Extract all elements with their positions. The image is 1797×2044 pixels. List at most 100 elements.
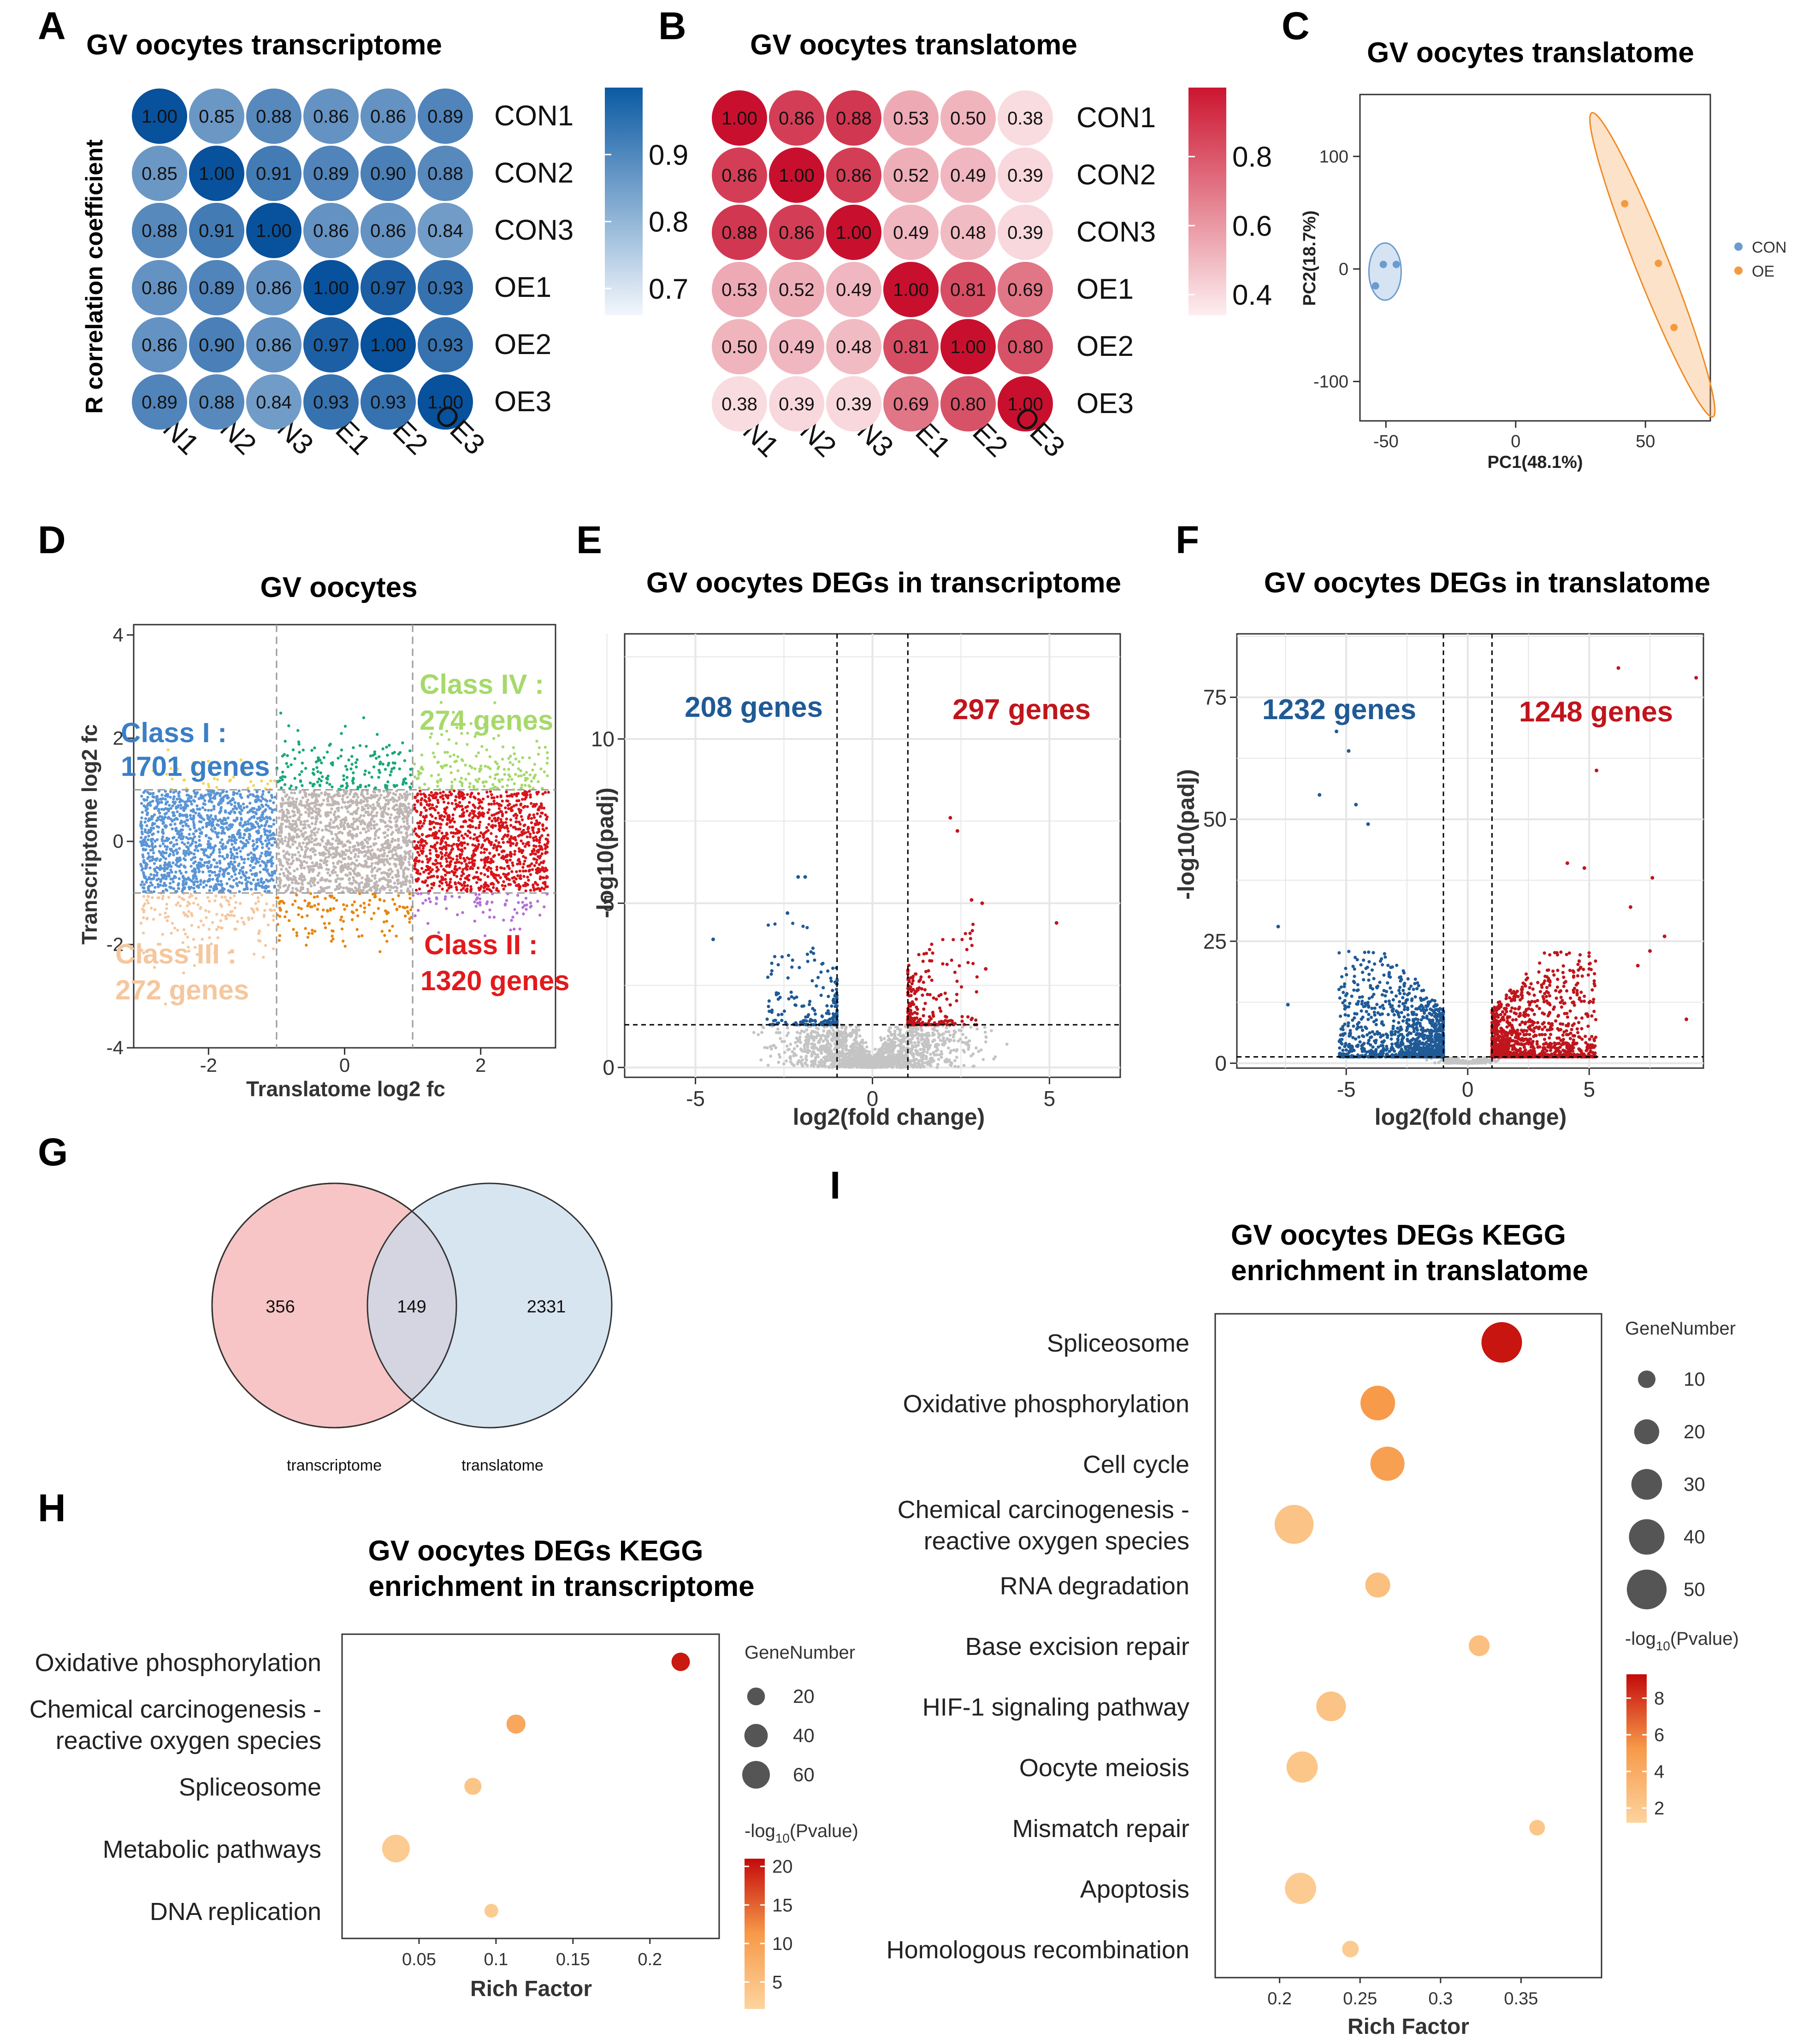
gene-point bbox=[405, 844, 408, 847]
gene-point bbox=[455, 827, 458, 831]
gene-point bbox=[164, 916, 167, 919]
gene-point bbox=[454, 798, 457, 802]
gene-point bbox=[371, 810, 374, 814]
gene-point bbox=[538, 746, 541, 750]
gene-point bbox=[538, 877, 542, 880]
gene-point bbox=[478, 777, 481, 780]
heatmap-cell-value: 0.48 bbox=[836, 337, 872, 357]
gene-point bbox=[391, 925, 394, 928]
heatmap-cell-value: 1.00 bbox=[313, 278, 349, 298]
gene-point bbox=[378, 827, 381, 831]
gene-point bbox=[301, 748, 305, 752]
gene-point bbox=[234, 868, 238, 871]
gene-point bbox=[349, 857, 353, 860]
gene-point bbox=[306, 865, 310, 868]
gene-point bbox=[197, 812, 201, 815]
gene-point bbox=[477, 843, 480, 846]
gene-point bbox=[156, 816, 160, 820]
gene-point bbox=[299, 823, 303, 826]
gene-point bbox=[375, 829, 378, 833]
gene-point bbox=[382, 849, 386, 852]
gene-point bbox=[311, 771, 315, 775]
gene-point bbox=[316, 908, 319, 911]
gene-point bbox=[368, 821, 372, 824]
gene-point bbox=[141, 867, 144, 870]
gene-point bbox=[473, 844, 477, 847]
heatmap-cell-value: 0.52 bbox=[779, 280, 815, 300]
gene-point bbox=[475, 839, 479, 842]
gene-point bbox=[282, 850, 285, 853]
heatmap-cell-value: 0.48 bbox=[950, 223, 986, 243]
gene-point bbox=[444, 841, 447, 845]
gene-point bbox=[284, 814, 288, 817]
gene-point bbox=[220, 883, 224, 886]
gene-point bbox=[364, 785, 367, 788]
class-ii-label: Class II : bbox=[424, 929, 538, 960]
gene-point bbox=[272, 819, 276, 822]
gene-point bbox=[334, 879, 337, 882]
gene-point bbox=[243, 874, 246, 877]
gene-point bbox=[287, 858, 290, 861]
gene-point bbox=[306, 855, 310, 859]
gene-point bbox=[381, 845, 384, 849]
gene-point bbox=[537, 827, 540, 831]
gene-point bbox=[430, 886, 433, 890]
gene-point bbox=[169, 877, 172, 881]
gene-point bbox=[384, 768, 387, 771]
gene-point bbox=[393, 798, 396, 802]
gene-point bbox=[378, 879, 381, 882]
gene-point bbox=[502, 887, 505, 891]
gene-point bbox=[372, 754, 375, 757]
gene-point bbox=[313, 783, 316, 786]
gene-point bbox=[304, 767, 307, 770]
gene-point bbox=[375, 886, 379, 890]
gene-point bbox=[140, 802, 143, 805]
panel-c-title: GV oocytes translatome bbox=[1367, 37, 1694, 69]
gene-point bbox=[329, 843, 332, 846]
gene-point bbox=[466, 743, 469, 746]
gene-point bbox=[160, 838, 164, 841]
gene-point bbox=[244, 878, 247, 881]
gene-point bbox=[291, 843, 295, 846]
gene-point bbox=[386, 802, 390, 806]
gene-point bbox=[386, 790, 389, 794]
gene-point bbox=[437, 836, 440, 840]
gene-point bbox=[461, 884, 464, 887]
x-tick-label: 0 bbox=[339, 1054, 350, 1076]
gene-point bbox=[517, 774, 520, 778]
gene-point bbox=[369, 813, 372, 816]
gene-point bbox=[161, 835, 165, 839]
gene-point bbox=[180, 819, 183, 823]
gene-point bbox=[144, 817, 148, 821]
gene-point bbox=[220, 838, 224, 841]
gene-point bbox=[142, 916, 145, 919]
gene-point bbox=[194, 841, 197, 844]
gene-point bbox=[154, 839, 157, 843]
gene-point bbox=[172, 887, 176, 891]
gene-point bbox=[371, 874, 374, 878]
gene-point bbox=[242, 806, 246, 809]
gene-point bbox=[286, 809, 290, 813]
gene-point bbox=[278, 915, 282, 918]
heatmap-cell-value: 0.80 bbox=[1007, 337, 1043, 357]
gene-point bbox=[449, 856, 452, 859]
gene-point bbox=[514, 838, 517, 842]
gene-point bbox=[450, 792, 453, 796]
gene-point bbox=[154, 857, 157, 861]
gene-point bbox=[159, 884, 162, 887]
gene-point bbox=[449, 831, 453, 834]
gene-point bbox=[344, 873, 348, 877]
gene-point bbox=[538, 863, 541, 866]
gene-point bbox=[360, 881, 363, 884]
gene-point bbox=[215, 786, 219, 789]
gene-point bbox=[403, 850, 407, 853]
gene-point bbox=[470, 792, 473, 795]
gene-point bbox=[140, 816, 143, 820]
gene-point bbox=[342, 824, 345, 827]
gene-point bbox=[290, 784, 293, 788]
gene-point bbox=[166, 793, 169, 796]
gene-point bbox=[221, 843, 225, 846]
gene-point bbox=[505, 899, 508, 902]
gene-point bbox=[447, 844, 450, 847]
gene-point bbox=[209, 792, 212, 795]
